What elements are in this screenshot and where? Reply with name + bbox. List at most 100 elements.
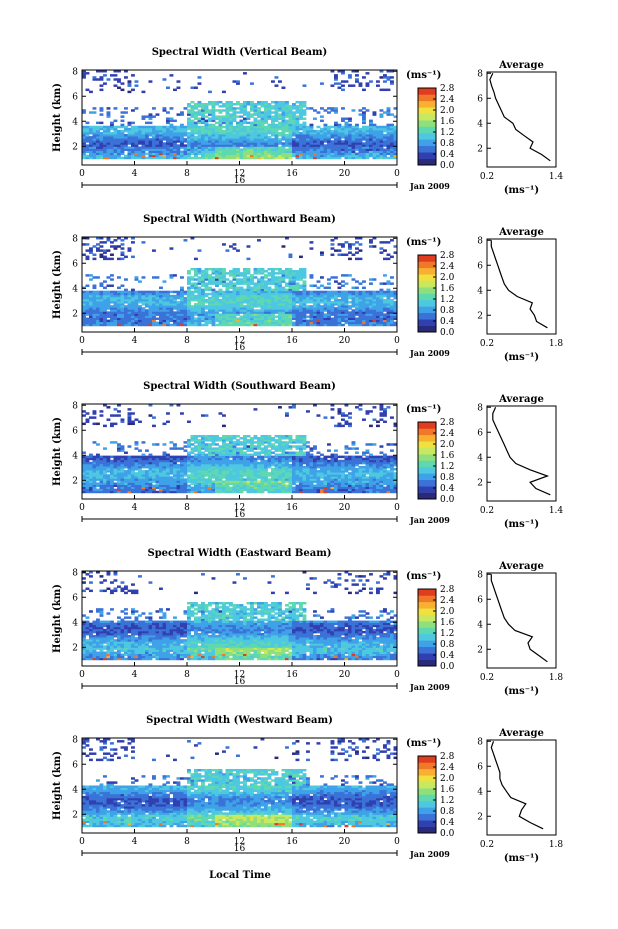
heatmap-cell xyxy=(176,476,181,479)
heatmap-cell xyxy=(211,125,216,129)
heatmap-cell xyxy=(162,107,167,110)
heatmap-cell xyxy=(155,150,160,154)
heatmap-cell xyxy=(138,146,142,149)
heatmap-cell xyxy=(386,107,391,110)
heatmap-cell xyxy=(110,307,114,310)
heatmap-cell xyxy=(376,305,380,308)
heatmap-cell xyxy=(292,105,296,108)
heatmap-cell xyxy=(274,111,279,114)
heatmap-cell xyxy=(117,482,121,485)
heatmap-cell xyxy=(225,272,230,275)
heatmap-cell xyxy=(197,125,202,129)
heatmap-cell xyxy=(341,309,345,312)
heatmap-cell xyxy=(288,253,293,256)
heatmap-cell xyxy=(201,441,205,444)
heatmap-cell xyxy=(222,449,226,452)
heatmap-cell xyxy=(383,76,387,79)
heatmap-cell xyxy=(96,148,100,151)
heatmap-cell xyxy=(281,323,286,327)
heatmap-cell xyxy=(152,142,156,145)
heatmap-cell xyxy=(208,439,212,442)
heatmap-cell xyxy=(271,131,275,135)
heatmap-cell xyxy=(211,465,216,469)
heatmap-cell xyxy=(243,152,247,156)
heatmap-cell xyxy=(201,156,205,160)
heatmap-cell xyxy=(159,298,163,302)
heatmap-cell xyxy=(173,480,177,483)
heatmap-cell xyxy=(341,144,345,147)
heatmap-cell xyxy=(327,313,331,316)
heatmap-cell xyxy=(85,468,90,471)
heatmap-cell xyxy=(145,457,149,461)
heatmap-cell xyxy=(117,459,121,463)
heatmap-cell xyxy=(127,321,132,325)
heatmap-cell xyxy=(173,457,177,461)
heatmap-cell xyxy=(306,131,310,135)
heatmap-cell xyxy=(379,142,384,145)
heatmap-cell xyxy=(134,150,139,154)
heatmap-cell xyxy=(320,284,324,287)
heatmap-cell xyxy=(365,134,370,137)
heatmap-cell xyxy=(218,453,223,457)
heatmap-cell xyxy=(222,455,226,459)
heatmap-cell xyxy=(173,88,177,92)
heatmap-cell xyxy=(372,156,377,160)
heatmap-cell xyxy=(362,152,366,156)
heatmap-cell xyxy=(187,476,191,479)
heatmap-cell xyxy=(215,156,219,160)
heatmap-cell xyxy=(225,303,230,306)
heatmap-cell xyxy=(327,140,331,143)
heatmap-cell xyxy=(190,286,195,290)
heatmap-cell xyxy=(208,449,212,452)
heatmap-cell xyxy=(302,131,307,135)
heatmap-cell xyxy=(127,319,132,323)
heatmap-cell xyxy=(131,319,135,323)
heatmap-cell xyxy=(281,288,286,292)
heatmap-cell xyxy=(386,125,391,129)
heatmap-cell xyxy=(134,313,139,316)
heatmap-cell xyxy=(194,323,198,327)
heatmap-cell xyxy=(197,484,202,488)
heatmap-cell xyxy=(239,294,244,298)
heatmap-cell xyxy=(239,154,244,158)
heatmap-cell xyxy=(306,307,310,310)
heatmap-cell xyxy=(162,142,167,145)
heatmap-cell xyxy=(299,150,303,154)
heatmap-cell xyxy=(313,294,317,298)
heatmap-cell xyxy=(225,447,230,450)
heatmap-cell xyxy=(229,146,233,149)
heatmap-cell xyxy=(141,301,146,304)
heatmap-cell xyxy=(134,142,139,145)
heatmap-cell xyxy=(365,313,370,316)
heatmap-cell xyxy=(138,474,142,477)
heatmap-cell xyxy=(222,136,226,139)
heatmap-cell xyxy=(166,292,170,296)
heatmap-cell xyxy=(134,317,139,321)
heatmap-cell xyxy=(120,111,125,114)
heatmap-cell xyxy=(257,315,261,318)
heatmap-cell xyxy=(316,286,321,290)
heatmap-cell xyxy=(201,113,205,116)
heatmap-cell xyxy=(215,476,219,479)
heatmap-cell xyxy=(187,298,191,302)
heatmap-cell xyxy=(253,290,258,294)
heatmap-cell xyxy=(313,303,317,306)
heatmap-cell xyxy=(120,474,125,477)
heatmap-cell xyxy=(110,319,114,323)
heatmap-cell xyxy=(120,303,125,306)
heatmap-cell xyxy=(197,453,202,457)
heatmap-cell xyxy=(204,284,209,287)
heatmap-cell xyxy=(250,317,254,321)
heatmap-cell xyxy=(218,303,223,306)
heatmap-cell xyxy=(155,154,160,158)
heatmap-cell xyxy=(334,82,338,85)
heatmap-cell xyxy=(204,138,209,141)
heatmap-cell xyxy=(372,307,377,310)
heatmap-cell xyxy=(124,465,128,469)
heatmap-cell xyxy=(113,290,118,294)
heatmap-cell xyxy=(110,148,114,151)
heatmap-cell xyxy=(197,292,202,296)
heatmap-cell xyxy=(82,311,86,314)
heatmap-cell xyxy=(344,290,349,294)
heatmap-cell xyxy=(351,148,356,151)
